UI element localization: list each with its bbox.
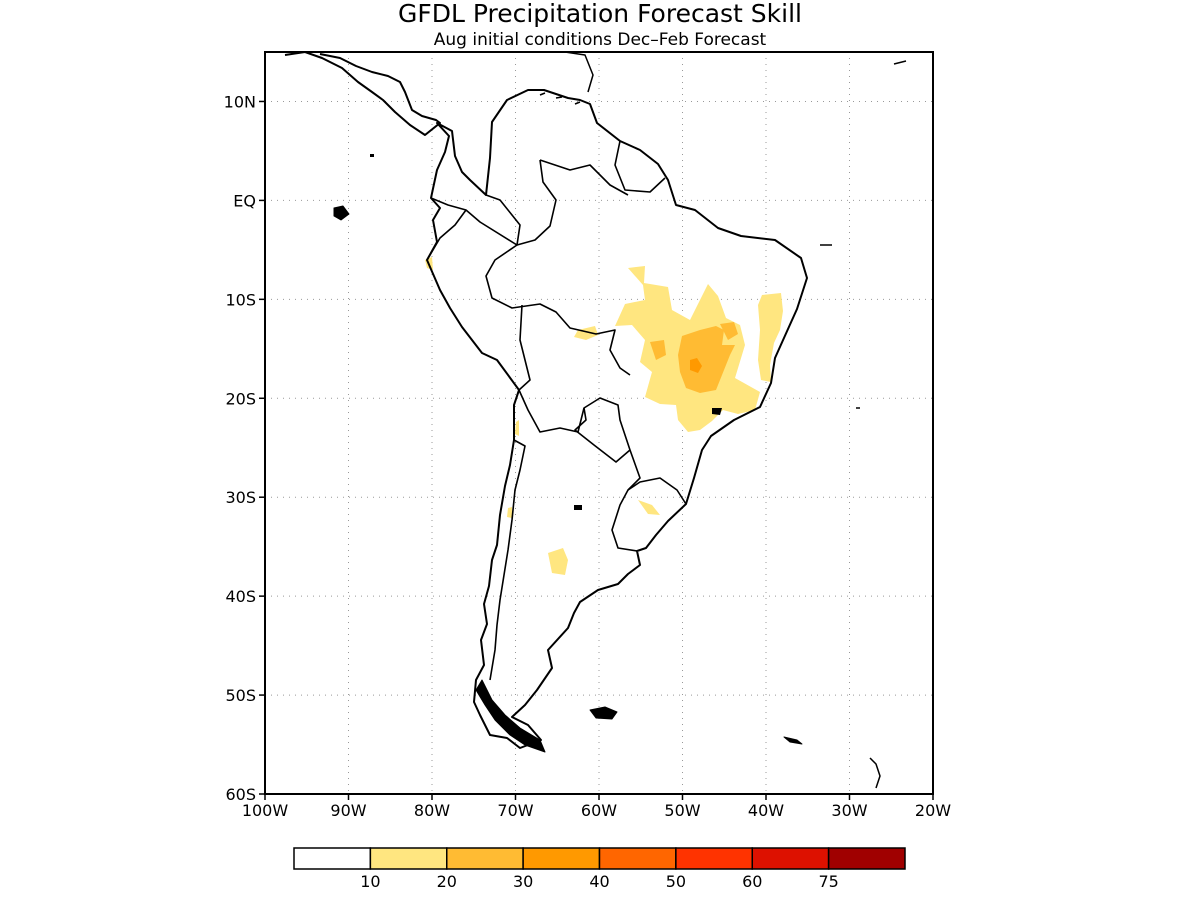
latitude-tick-label: 30S	[225, 488, 256, 507]
border-line	[518, 389, 641, 552]
latitude-tick-label: 10S	[225, 290, 256, 309]
skill-region-10-20	[758, 293, 783, 382]
longitude-tick-label: 40W	[748, 801, 784, 820]
skill-region-30-40	[690, 358, 702, 373]
colorbar-swatch	[675, 847, 753, 870]
border-line	[485, 244, 631, 376]
longitude-tick-label: 30W	[831, 801, 867, 820]
colorbar-swatch	[446, 847, 524, 870]
central-america-coastline	[284, 52, 441, 136]
skill-shading	[425, 257, 783, 575]
latitude-tick-label: 60S	[225, 785, 256, 804]
latitude-tick-label: 50S	[225, 686, 256, 705]
skill-region-10-20	[548, 548, 568, 575]
skill-region-20-30	[720, 322, 738, 340]
lakes	[370, 154, 722, 510]
colorbar-swatch	[522, 847, 601, 870]
coastlines	[284, 52, 907, 789]
skill-region-20-30	[650, 340, 666, 360]
colorbar-label: 30	[513, 872, 533, 891]
south-georgia-island	[783, 736, 803, 745]
border-line	[426, 209, 467, 261]
latitude-axis: 10N EQ 10S 20S 30S 40S 50S 60S	[224, 92, 265, 804]
lake	[574, 505, 582, 510]
lake	[370, 154, 374, 157]
colorbar-label: 10	[360, 872, 380, 891]
longitude-tick-label: 80W	[414, 801, 450, 820]
skill-region-10-20	[574, 326, 598, 340]
caribbean-islands	[539, 52, 594, 105]
galapagos-islands	[333, 205, 350, 221]
border-line	[574, 407, 631, 463]
skill-region-10-20	[515, 420, 519, 436]
border-line	[518, 304, 531, 391]
skill-region-10-20	[507, 507, 512, 518]
latitude-tick-label: 40S	[225, 587, 256, 606]
longitude-tick-label: 60W	[581, 801, 617, 820]
border-line	[489, 439, 526, 681]
south-america-coastline	[426, 89, 808, 749]
colorbar-label: 20	[437, 872, 457, 891]
skill-region-10-20	[638, 500, 660, 515]
lake	[712, 408, 722, 415]
border-line	[627, 477, 687, 505]
colorbar-swatch	[751, 847, 830, 870]
colorbar-label: 40	[589, 872, 609, 891]
country-borders	[426, 140, 687, 681]
colorbar-swatch	[598, 847, 677, 870]
grid-lines	[265, 52, 933, 794]
map-area	[284, 52, 907, 789]
colorbar-label: 50	[666, 872, 686, 891]
latitude-tick-label: 20S	[225, 389, 256, 408]
colorbar-swatch	[293, 847, 372, 870]
colorbar-swatch	[369, 847, 448, 870]
colorbar-swatch	[827, 847, 906, 870]
latitude-tick-label: 10N	[224, 92, 256, 111]
figure-subtitle: Aug initial conditions Dec–Feb Forecast	[434, 30, 767, 50]
latitude-tick-label: EQ	[233, 191, 256, 210]
colorbar-label: 60	[742, 872, 762, 891]
longitude-tick-label: 20W	[915, 801, 951, 820]
longitude-tick-label: 100W	[242, 801, 289, 820]
atlantic-islets	[820, 60, 907, 789]
border-line	[614, 140, 666, 193]
border-line	[485, 159, 557, 246]
tierra-del-fuego	[475, 679, 546, 753]
longitude-tick-label: 70W	[497, 801, 533, 820]
skill-region-20-30	[678, 326, 735, 393]
colorbar-label: 75	[818, 872, 838, 891]
falkland-islands	[589, 706, 618, 720]
figure-title: GFDL Precipitation Forecast Skill	[398, 0, 802, 28]
longitude-tick-label: 90W	[330, 801, 366, 820]
border-line	[539, 159, 629, 196]
longitude-axis: 100W 90W 80W 70W 60W 50W 40W 30W 20W	[242, 794, 951, 820]
colorbar-legend: 10 20 30 40 50 60 75	[293, 847, 906, 891]
longitude-tick-label: 50W	[664, 801, 700, 820]
